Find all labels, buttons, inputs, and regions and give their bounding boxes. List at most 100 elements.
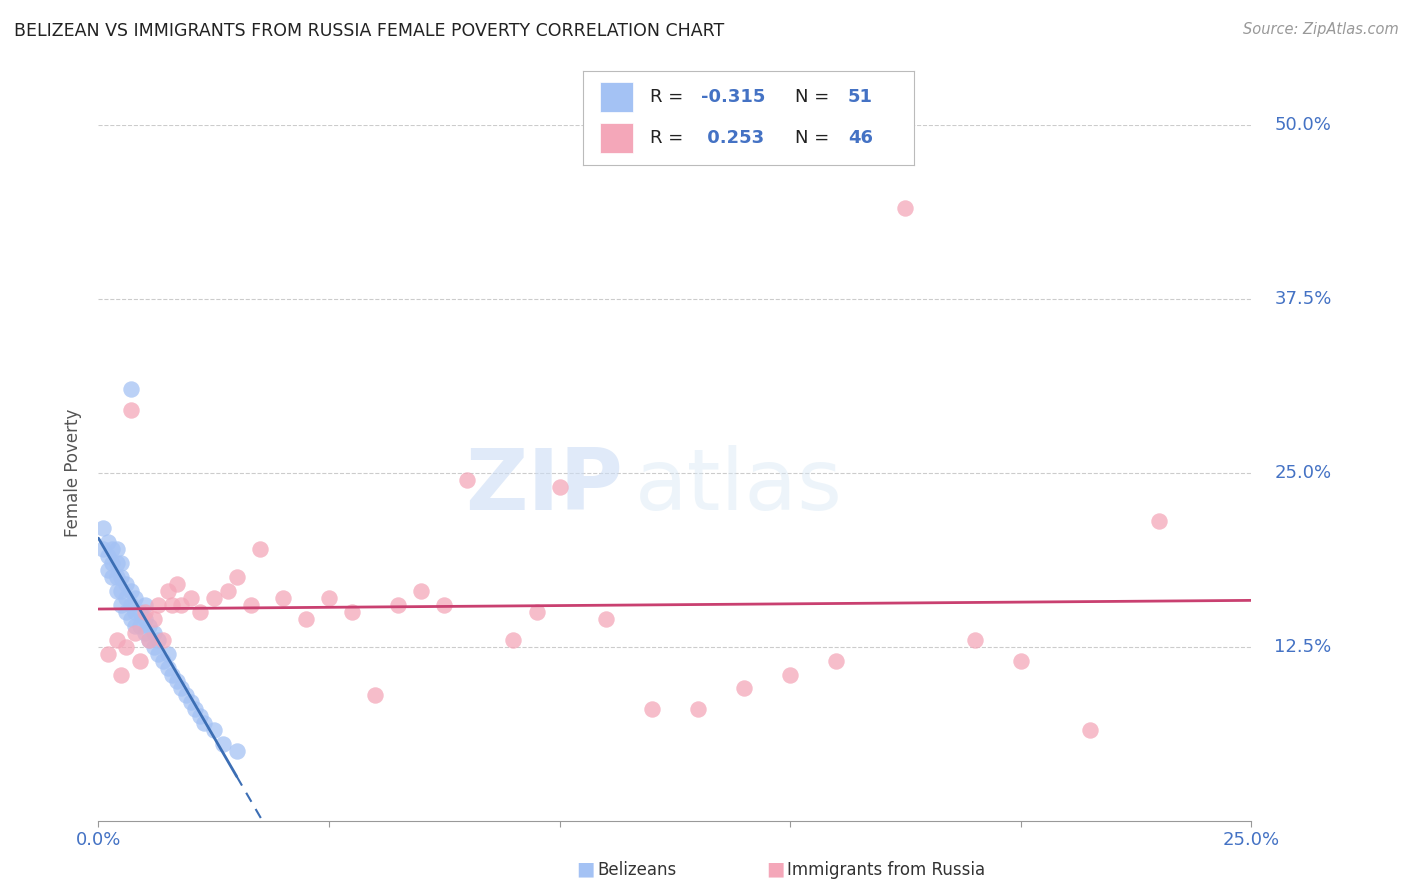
Text: Belizeans: Belizeans — [598, 861, 676, 879]
Text: BELIZEAN VS IMMIGRANTS FROM RUSSIA FEMALE POVERTY CORRELATION CHART: BELIZEAN VS IMMIGRANTS FROM RUSSIA FEMAL… — [14, 22, 724, 40]
Text: 46: 46 — [848, 128, 873, 147]
Point — [825, 654, 848, 668]
Point — [129, 654, 152, 668]
Point — [110, 570, 132, 584]
Point — [779, 667, 801, 681]
Point — [120, 612, 142, 626]
Point — [124, 619, 146, 633]
Text: 0.253: 0.253 — [700, 128, 763, 147]
Point — [502, 632, 524, 647]
Text: atlas: atlas — [634, 445, 842, 528]
Point — [115, 591, 138, 605]
Text: R =: R = — [650, 128, 689, 147]
Point — [91, 521, 114, 535]
Point — [217, 584, 239, 599]
Point — [295, 612, 318, 626]
Point — [152, 654, 174, 668]
Point — [188, 709, 211, 723]
Point — [138, 632, 160, 647]
Point — [124, 591, 146, 605]
Point — [641, 702, 664, 716]
Point — [105, 556, 128, 570]
Point — [180, 695, 202, 709]
FancyBboxPatch shape — [600, 82, 633, 112]
Point — [115, 577, 138, 591]
Point — [188, 605, 211, 619]
Point — [1078, 723, 1101, 738]
Point — [166, 577, 188, 591]
Point — [134, 612, 156, 626]
Text: -0.315: -0.315 — [700, 87, 765, 105]
Point — [318, 591, 340, 605]
Text: Source: ZipAtlas.com: Source: ZipAtlas.com — [1243, 22, 1399, 37]
Point — [152, 632, 174, 647]
Point — [138, 619, 160, 633]
Point — [110, 667, 132, 681]
Point — [1010, 654, 1032, 668]
Point — [101, 542, 124, 557]
Point — [120, 403, 142, 417]
Point — [340, 605, 363, 619]
Point — [138, 632, 160, 647]
Point — [97, 549, 120, 564]
Point — [212, 737, 235, 751]
Text: Immigrants from Russia: Immigrants from Russia — [787, 861, 986, 879]
Text: N =: N = — [794, 87, 835, 105]
Point — [193, 716, 215, 731]
Text: 12.5%: 12.5% — [1274, 638, 1331, 656]
Y-axis label: Female Poverty: Female Poverty — [65, 409, 83, 537]
Point — [249, 542, 271, 557]
Point — [271, 591, 294, 605]
Point — [115, 605, 138, 619]
FancyBboxPatch shape — [600, 123, 633, 153]
Point — [364, 689, 387, 703]
Point — [110, 584, 132, 599]
Point — [129, 619, 152, 633]
Point — [120, 598, 142, 612]
Point — [120, 584, 142, 599]
Point — [225, 744, 247, 758]
Point — [115, 640, 138, 654]
Text: 50.0%: 50.0% — [1274, 116, 1331, 134]
Point — [105, 632, 128, 647]
Point — [202, 591, 225, 605]
Point — [148, 647, 170, 661]
Text: N =: N = — [794, 128, 835, 147]
Point — [433, 598, 456, 612]
Point — [105, 584, 128, 599]
Point — [686, 702, 709, 716]
Point — [97, 647, 120, 661]
Text: 51: 51 — [848, 87, 873, 105]
Point — [101, 556, 124, 570]
Point — [170, 681, 193, 696]
Point — [225, 570, 247, 584]
Point — [411, 584, 433, 599]
Point — [148, 598, 170, 612]
Point — [134, 625, 156, 640]
Point — [166, 674, 188, 689]
Point — [160, 667, 183, 681]
Point — [595, 612, 617, 626]
Point — [456, 473, 478, 487]
Point — [142, 625, 165, 640]
Point — [202, 723, 225, 738]
Point — [134, 598, 156, 612]
Point — [156, 584, 179, 599]
Text: ■: ■ — [576, 860, 595, 879]
Point — [105, 570, 128, 584]
Point — [160, 598, 183, 612]
Text: 25.0%: 25.0% — [1274, 464, 1331, 482]
Point — [526, 605, 548, 619]
Point — [894, 202, 917, 216]
Point — [142, 612, 165, 626]
Point — [180, 591, 202, 605]
Point — [91, 542, 114, 557]
Point — [148, 632, 170, 647]
Point — [239, 598, 262, 612]
Point — [129, 605, 152, 619]
Point — [134, 605, 156, 619]
Point — [110, 556, 132, 570]
Text: ZIP: ZIP — [465, 445, 623, 528]
Point — [105, 542, 128, 557]
Point — [101, 570, 124, 584]
